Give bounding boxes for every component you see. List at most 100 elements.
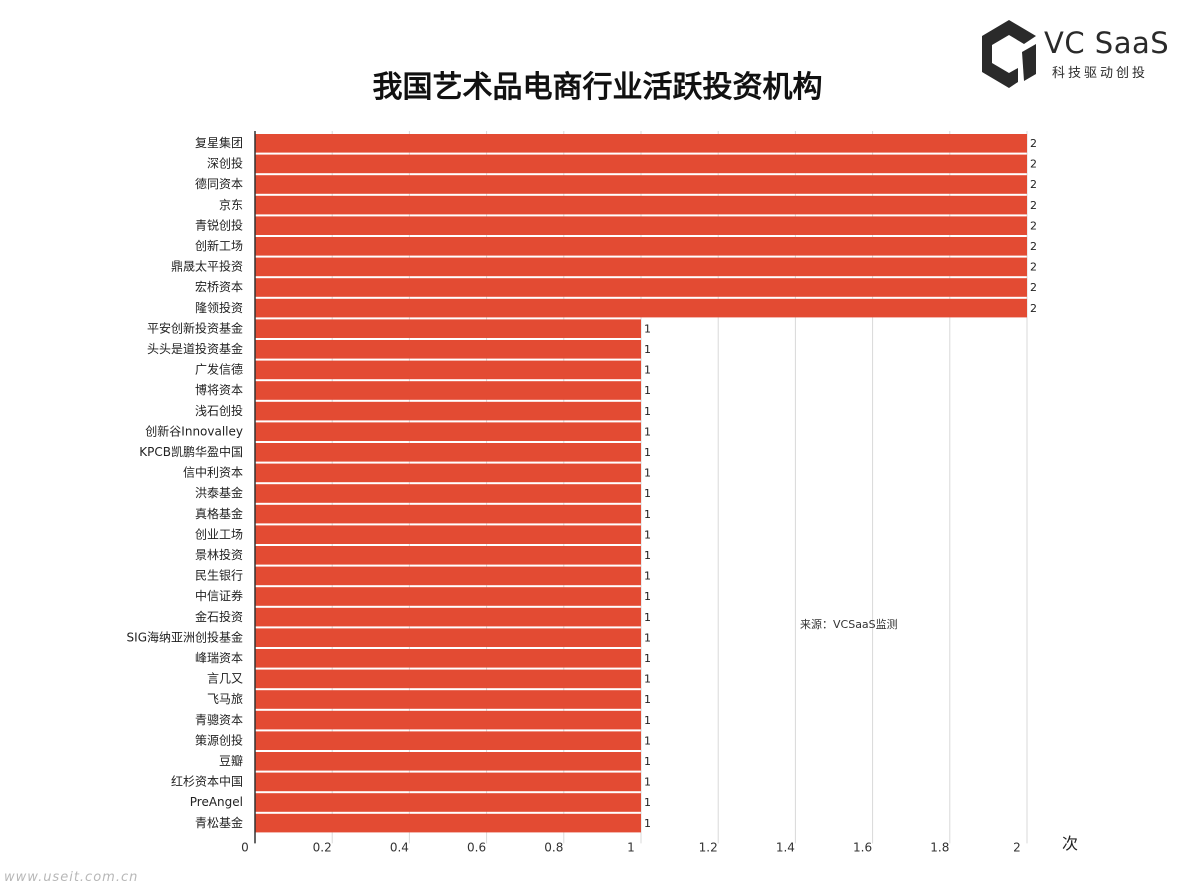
value-label: 1 (644, 508, 651, 521)
category-label: 平安创新投资基金 (147, 320, 243, 335)
bar (255, 484, 641, 503)
category-label: 深创投 (207, 156, 243, 171)
category-label: 景林投资 (195, 547, 243, 562)
x-tick-label: 1 (627, 840, 635, 854)
bar (255, 813, 641, 833)
category-label: 创新谷Innovalley (145, 423, 243, 438)
value-label: 2 (1030, 281, 1037, 294)
chart-title: 我国艺术品电商行业活跃投资机构 (372, 70, 823, 105)
bar (255, 381, 641, 400)
category-label: 言几又 (207, 672, 243, 686)
value-label: 2 (1030, 137, 1037, 150)
category-label: 洪泰基金 (195, 485, 243, 500)
value-label: 1 (644, 631, 651, 644)
category-label: 中信证券 (195, 588, 243, 603)
bar (255, 587, 641, 606)
bar (255, 649, 641, 668)
vcsaas-logo: VC SaaS 科技驱动创投 (978, 18, 1170, 90)
bar (255, 525, 641, 544)
bar (255, 175, 1027, 194)
value-label: 2 (1030, 261, 1037, 274)
value-label: 1 (644, 467, 651, 480)
value-label: 2 (1030, 240, 1037, 253)
value-label: 1 (644, 549, 651, 562)
x-tick-label: 1.8 (930, 840, 949, 854)
bar (255, 257, 1027, 277)
category-label: 隆领投资 (195, 300, 243, 315)
bar (255, 134, 1027, 153)
value-label: 1 (644, 528, 651, 541)
category-label: 青锐创投 (195, 217, 243, 232)
value-label: 2 (1030, 178, 1037, 191)
value-label: 1 (644, 364, 651, 377)
bar (255, 401, 641, 421)
value-label: 1 (644, 817, 651, 830)
x-axis-unit: 次 (1062, 834, 1079, 853)
bar (255, 195, 1027, 215)
bar (255, 752, 641, 771)
value-label: 1 (644, 652, 651, 665)
category-labels: 复星集团深创投德同资本京东青锐创投创新工场鼎晟太平投资宏桥资本隆领投资平安创新投… (127, 135, 243, 830)
value-label: 1 (644, 693, 651, 706)
category-label: 京东 (219, 198, 243, 212)
bar (255, 278, 1027, 297)
bar (255, 237, 1027, 256)
logo-brand: VC SaaS (1044, 26, 1170, 60)
category-label: 头头是道投资基金 (147, 341, 243, 356)
x-tick-label: 0.4 (390, 840, 409, 854)
value-label: 1 (644, 487, 651, 500)
category-label: 豆瓣 (219, 754, 243, 768)
bar (255, 607, 641, 627)
bar (255, 298, 1027, 318)
x-tick-label: 0.6 (467, 840, 486, 854)
x-tick-label: 0.2 (313, 840, 332, 854)
value-label: 1 (644, 446, 651, 459)
bars (255, 134, 1027, 833)
value-label: 1 (644, 384, 651, 397)
category-label: 青松基金 (195, 815, 243, 830)
category-label: 红杉资本中国 (171, 774, 243, 789)
x-tick-label: 1.4 (776, 840, 795, 854)
category-label: 策源创投 (195, 732, 243, 747)
category-label: 浅石创投 (195, 403, 243, 418)
value-label: 1 (644, 590, 651, 603)
value-label: 1 (644, 322, 651, 335)
bar (255, 546, 641, 565)
category-label: KPCB凯鹏华盈中国 (139, 444, 243, 459)
category-label: 宏桥资本 (195, 279, 243, 294)
bar (255, 690, 641, 709)
value-label: 1 (644, 734, 651, 747)
bar (255, 772, 641, 792)
category-label: 金石投资 (195, 609, 243, 624)
category-label: 飞马旅 (207, 692, 243, 706)
category-label: PreAngel (190, 795, 243, 809)
value-label: 1 (644, 611, 651, 624)
category-label: 创新工场 (195, 238, 243, 253)
x-tick-label: 1.2 (699, 840, 718, 854)
value-label: 1 (644, 570, 651, 583)
value-label: 1 (644, 755, 651, 768)
bar (255, 216, 1027, 235)
category-label: 鼎晟太平投资 (171, 259, 243, 274)
bar (255, 154, 1027, 174)
category-label: 青骢资本 (195, 713, 243, 727)
value-labels: 2 2 2 2 2 2 2 2 2 1 1 1 1 1 1 1 1 1 1 1 1 1 1 1 1 1 1 1 1 1 1 1 1 1 (644, 137, 1037, 830)
value-label: 2 (1030, 302, 1037, 315)
x-tick-label: 0.8 (544, 840, 563, 854)
value-label: 2 (1030, 219, 1037, 232)
bar (255, 628, 641, 647)
category-label: 信中利资本 (183, 465, 243, 480)
value-label: 1 (644, 776, 651, 789)
x-tick-labels: 0 0.2 0.4 0.6 0.8 1 1.2 1.4 1.6 1.8 2 (241, 840, 1021, 854)
value-label: 1 (644, 343, 651, 356)
category-label: 博将资本 (195, 382, 243, 397)
bar (255, 340, 641, 359)
bar (255, 504, 641, 524)
value-label: 2 (1030, 199, 1037, 212)
bar (255, 422, 641, 441)
value-label: 1 (644, 405, 651, 418)
bar (255, 793, 641, 812)
vcsaas-logo-icon (982, 20, 1036, 88)
bar (255, 710, 641, 730)
